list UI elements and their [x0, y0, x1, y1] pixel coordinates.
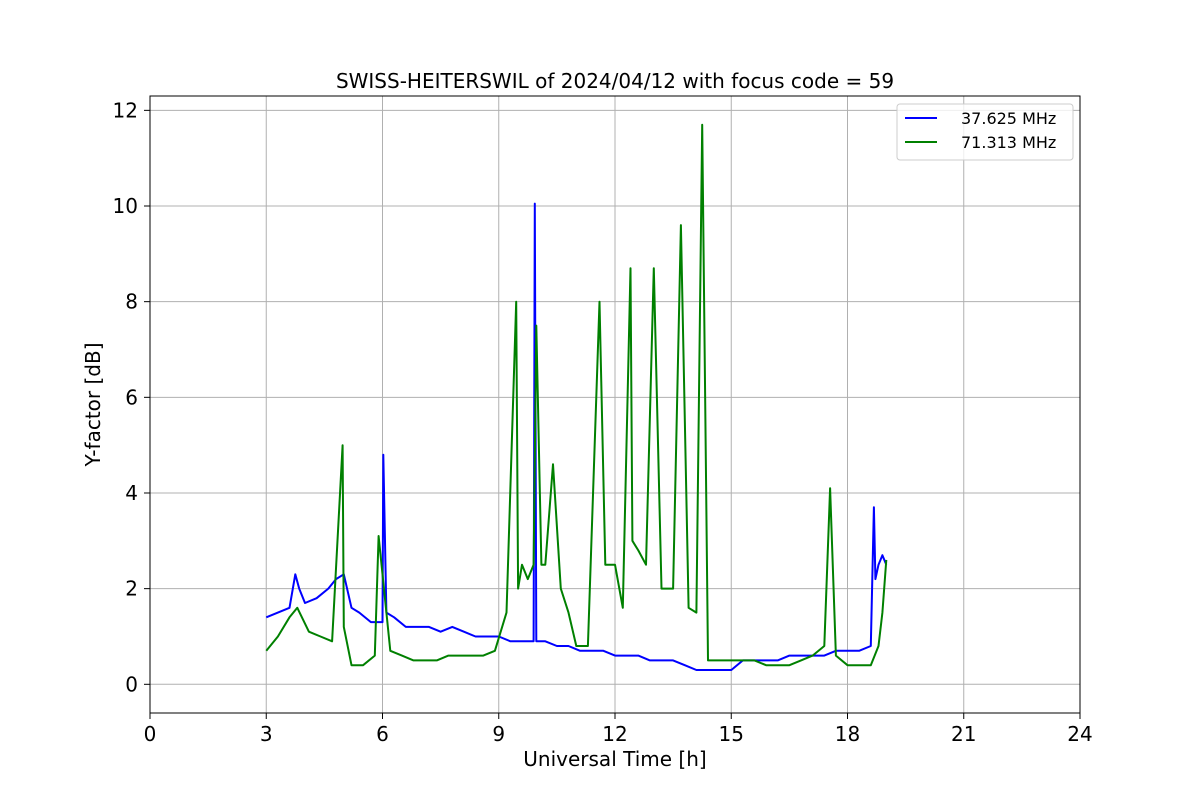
x-tick-label: 9 — [492, 722, 505, 746]
series-line-1 — [265, 202, 888, 671]
x-tick-label: 3 — [260, 722, 273, 746]
y-tick-label: 0 — [125, 672, 138, 696]
y-tick-label: 6 — [125, 385, 138, 409]
y-tick-label: 4 — [125, 481, 138, 505]
x-tick-label: 24 — [1067, 722, 1092, 746]
legend: 37.625 MHz 71.313 MHz — [896, 103, 1074, 161]
y-tick-label: 2 — [125, 577, 138, 601]
y-tick-label: 12 — [113, 98, 138, 122]
y-tick-label: 8 — [125, 290, 138, 314]
x-axis-title: Universal Time [h] — [523, 747, 706, 771]
chart-title: SWISS-HEITERSWIL of 2024/04/12 with focu… — [336, 69, 894, 93]
y-axis-title: Y-factor [dB] — [81, 342, 105, 467]
series-lines — [265, 123, 888, 671]
legend-label: 71.313 MHz — [961, 133, 1056, 152]
y-tick-label: 10 — [113, 194, 138, 218]
x-tick-label: 0 — [144, 722, 157, 746]
x-tick-label: 15 — [719, 722, 744, 746]
x-tick-label: 12 — [602, 722, 627, 746]
legend-box — [896, 103, 1074, 161]
series-line-2 — [265, 123, 888, 667]
x-tick-label: 6 — [376, 722, 389, 746]
x-tick-label: 18 — [835, 722, 860, 746]
x-tick-label: 21 — [951, 722, 976, 746]
legend-label: 37.625 MHz — [961, 109, 1056, 128]
